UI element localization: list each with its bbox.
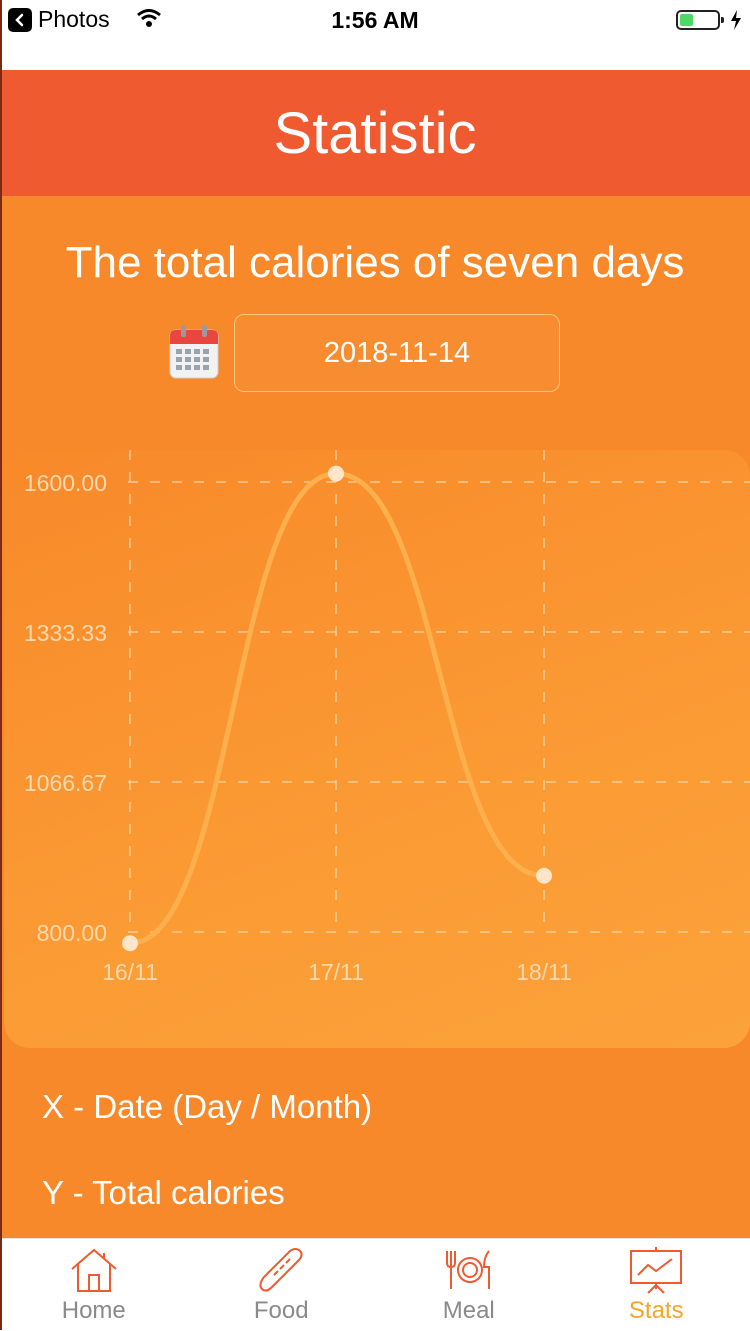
y-axis-legend: Y - Total calories xyxy=(42,1174,285,1212)
tab-food[interactable]: Food xyxy=(188,1239,376,1331)
x-tick-label: 16/11 xyxy=(102,959,158,985)
data-point xyxy=(122,935,138,951)
tab-bar: Home Food Meal Stats xyxy=(0,1238,750,1331)
home-icon xyxy=(69,1245,119,1295)
data-point xyxy=(536,868,552,884)
x-axis-legend: X - Date (Day / Month) xyxy=(42,1088,372,1126)
y-tick-label: 1333.33 xyxy=(24,620,107,646)
y-tick-label: 800.00 xyxy=(37,920,107,946)
y-tick-label: 1600.00 xyxy=(24,470,107,496)
date-field[interactable]: 2018-11-14 xyxy=(234,314,560,392)
battery-icon xyxy=(676,10,720,30)
status-bar: Photos 1:56 AM xyxy=(0,0,750,40)
window-edge xyxy=(0,0,2,1330)
section-subtitle: The total calories of seven days xyxy=(0,238,750,288)
x-tick-label: 17/11 xyxy=(308,959,364,985)
chart-canvas: 800.00 1066.67 1333.33 1600.00 16/11 17/11 18/… xyxy=(4,450,750,1048)
calories-chart: 800.00 1066.67 1333.33 1600.00 16/11 17/11 18/… xyxy=(4,450,750,1048)
data-point xyxy=(328,466,344,482)
cutlery-icon xyxy=(442,1245,496,1295)
charging-bolt-icon xyxy=(730,10,742,35)
tab-food-label: Food xyxy=(254,1297,309,1325)
tab-home[interactable]: Home xyxy=(0,1239,188,1331)
page-title: Statistic xyxy=(0,70,750,196)
x-tick-label: 18/11 xyxy=(516,959,572,985)
tab-home-label: Home xyxy=(62,1297,126,1325)
tab-stats-label: Stats xyxy=(629,1297,684,1325)
clock: 1:56 AM xyxy=(0,7,750,34)
tab-meal[interactable]: Meal xyxy=(375,1239,563,1331)
y-tick-label: 1066.67 xyxy=(24,770,107,796)
chart-board-icon xyxy=(628,1245,684,1295)
tab-stats[interactable]: Stats xyxy=(563,1239,750,1331)
calendar-icon[interactable] xyxy=(168,324,220,380)
tab-meal-label: Meal xyxy=(443,1297,495,1325)
baguette-icon xyxy=(256,1245,306,1295)
series-line xyxy=(130,474,544,944)
